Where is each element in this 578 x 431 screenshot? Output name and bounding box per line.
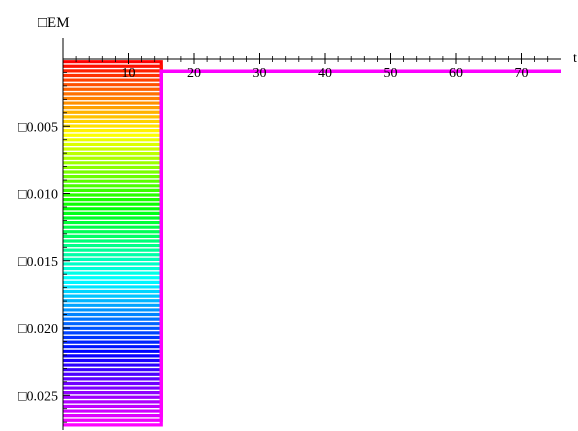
series-line xyxy=(63,69,561,179)
y-axis-label: □EM xyxy=(38,15,70,31)
series-line xyxy=(63,69,561,335)
axes: 10 20 30 40 50 60 70 □0.005□0.010□0.015□0.020□… xyxy=(18,15,577,430)
x-minor-ticks xyxy=(75,56,549,62)
series-line xyxy=(63,69,561,271)
x-tick-label: 70 xyxy=(515,66,529,81)
x-tick-label: 10 xyxy=(122,66,136,81)
series-line xyxy=(63,69,561,243)
x-axis-label: t xyxy=(573,51,577,66)
series-line xyxy=(63,69,561,363)
y-ticks: □0.005 □0.010 □0.015 □0.020 □0.025 xyxy=(18,120,70,404)
series-line xyxy=(63,69,561,87)
y-minor-ticks xyxy=(63,72,67,423)
series-line xyxy=(63,69,561,151)
y-tick-label: □0.020 xyxy=(18,322,58,337)
x-ticks: 10 20 30 40 50 60 70 xyxy=(122,53,529,81)
y-tick-label: □0.015 xyxy=(18,255,58,270)
x-tick-label: 30 xyxy=(253,66,267,81)
series-group xyxy=(63,60,561,427)
x-tick-label: 40 xyxy=(318,66,332,81)
x-tick-label: 20 xyxy=(187,66,201,81)
x-tick-label: 50 xyxy=(384,66,398,81)
y-tick-label: □0.010 xyxy=(18,188,58,203)
x-tick-label: 60 xyxy=(449,66,463,81)
series-line xyxy=(63,69,561,427)
y-tick-label: □0.025 xyxy=(18,389,58,404)
y-tick-label: □0.005 xyxy=(18,120,58,135)
